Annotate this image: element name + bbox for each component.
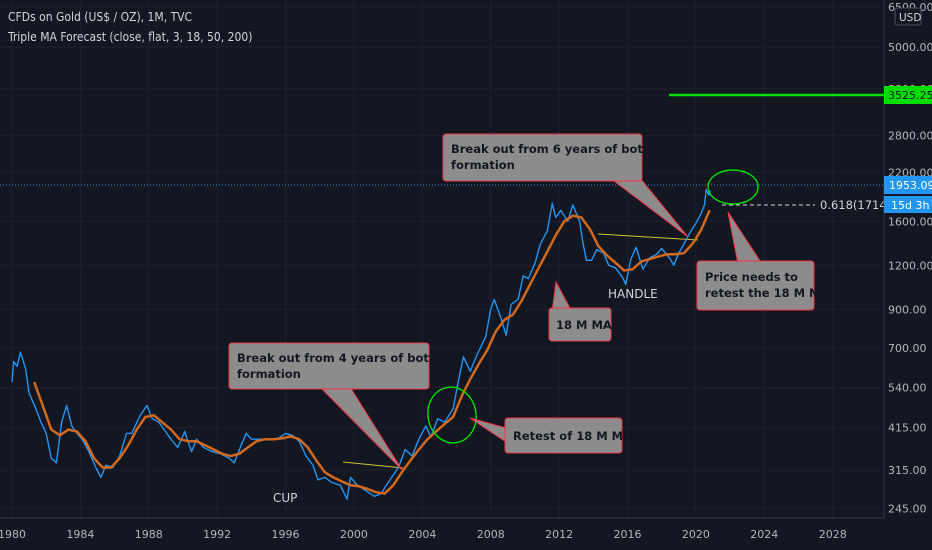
countdown-label: 15d 3h <box>891 199 929 212</box>
time-tick-label: 2024 <box>750 528 778 541</box>
currency-badge[interactable] <box>894 7 922 26</box>
annotation-box <box>548 307 612 342</box>
price-tick-label: 5000.00 <box>888 41 932 54</box>
annotation-line: 18 M MA <box>556 318 612 332</box>
indicator-title[interactable]: Triple MA Forecast (close, flat, 3, 18, … <box>8 30 253 44</box>
annotation-price-retest[interactable]: Price needs to retest the 18 M MA <box>696 211 829 311</box>
currency-label: USD <box>899 12 921 24</box>
annotation-box <box>504 417 623 454</box>
time-tick-label: 2016 <box>614 528 642 541</box>
time-tick-label: 2012 <box>545 528 573 541</box>
annotation-line: Price needs to <box>705 270 798 284</box>
price-tick-label: 700.00 <box>888 342 927 355</box>
time-axis-panel[interactable] <box>0 518 932 550</box>
ma-18-line <box>33 209 711 495</box>
annotation-line: formation <box>237 367 301 381</box>
target-price-label: 3525.25 <box>888 89 932 102</box>
annotation-line: Break out from 6 years of bottom <box>451 142 668 156</box>
time-tick-label: 1984 <box>66 528 94 541</box>
time-tick-label: 2008 <box>477 528 505 541</box>
time-tick-label: 2000 <box>340 528 368 541</box>
annotation-breakout-4y[interactable]: Break out from 4 years of bottom formati… <box>228 342 454 471</box>
current-price-label: 1953.09 <box>889 179 932 192</box>
annotation-retest-2005[interactable]: Retest of 18 M MA <box>469 417 632 454</box>
annotation-box <box>442 133 643 182</box>
time-tick-label: 1988 <box>135 528 163 541</box>
annotation-box <box>696 260 815 311</box>
price-tick-label: 1200.00 <box>888 259 932 272</box>
cup-label: CUP <box>273 491 297 505</box>
handle-trendline <box>597 233 699 241</box>
handle-label: HANDLE <box>608 287 658 301</box>
annotation-breakout-6y[interactable]: Break out from 6 years of bottom formati… <box>442 133 689 238</box>
time-tick-label: 1980 <box>0 528 26 541</box>
time-tick-label: 2020 <box>682 528 710 541</box>
symbol-title[interactable]: CFDs on Gold (US$ / OZ), 1M, TVC <box>8 10 193 24</box>
time-tick-label: 2028 <box>819 528 847 541</box>
retest-highlight-circle <box>427 386 477 444</box>
annotation-line: Break out from 4 years of bottom <box>237 351 454 365</box>
annotation-line: formation <box>451 158 515 172</box>
price-tick-label: 245.00 <box>888 502 927 515</box>
annotation-line: Retest of 18 M MA <box>513 429 632 443</box>
price-tick-label: 415.00 <box>888 422 927 435</box>
countdown-badge <box>884 196 932 213</box>
current-highlight-circle <box>707 169 759 205</box>
annotation-line: retest the 18 M MA <box>705 286 829 300</box>
current-price-badge[interactable] <box>884 176 932 194</box>
time-tick-label: 1992 <box>203 528 231 541</box>
price-tick-label: 2800.00 <box>888 130 932 143</box>
price-tick-label: 1600.00 <box>888 215 932 228</box>
annotation-ma18[interactable]: 18 M MA <box>548 280 612 342</box>
time-tick-label: 2004 <box>408 528 436 541</box>
time-tick-label: 1996 <box>272 528 300 541</box>
price-tick-label: 900.00 <box>888 303 927 316</box>
time-axis-ticks: 1980 1984 1988 1992 1996 2000 2004 2008 2012 2016… <box>0 528 847 541</box>
cup-trendline <box>342 461 404 469</box>
price-tick-label: 315.00 <box>888 464 927 477</box>
annotation-box <box>228 342 430 390</box>
target-price-badge[interactable] <box>884 86 932 104</box>
price-tick-label: 540.00 <box>888 381 927 394</box>
